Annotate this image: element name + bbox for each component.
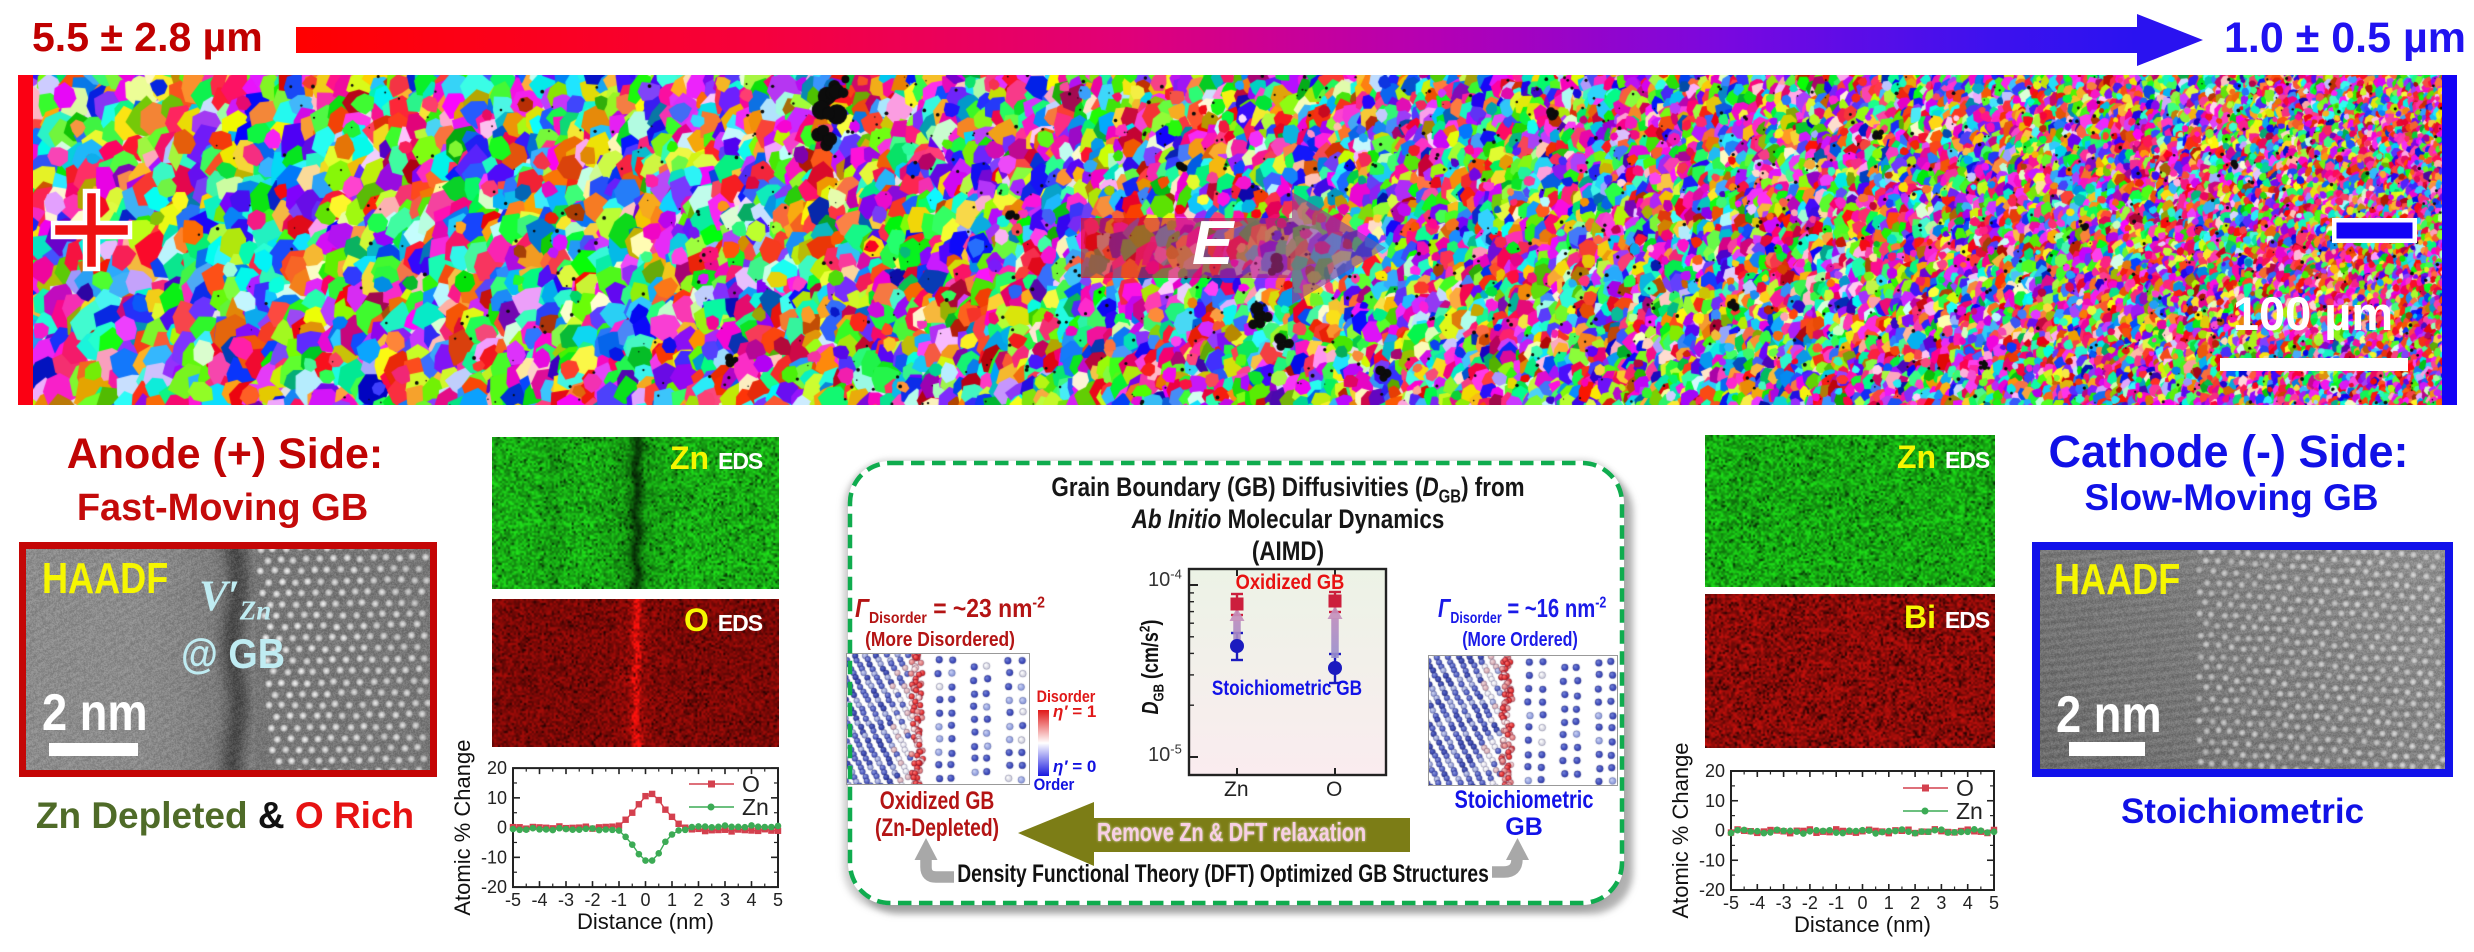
svg-text:-1: -1 xyxy=(611,890,627,910)
svg-text:2: 2 xyxy=(1910,893,1920,913)
svg-text:2: 2 xyxy=(693,890,703,910)
svg-text:-2: -2 xyxy=(1802,893,1818,913)
svg-text:Zn: Zn xyxy=(1956,798,1983,824)
svg-text:-3: -3 xyxy=(558,890,574,910)
svg-text:-2: -2 xyxy=(584,890,600,910)
svg-text:10: 10 xyxy=(487,788,507,808)
svg-text:0: 0 xyxy=(1715,821,1725,841)
svg-text:4: 4 xyxy=(746,890,756,910)
svg-text:-5: -5 xyxy=(1723,893,1739,913)
svg-text:Distance (nm): Distance (nm) xyxy=(577,909,714,934)
svg-text:-10: -10 xyxy=(481,847,507,867)
svg-text:5: 5 xyxy=(1989,893,1999,913)
svg-text:-4: -4 xyxy=(1749,893,1765,913)
svg-text:20: 20 xyxy=(487,758,507,778)
svg-text:O: O xyxy=(1956,775,1974,801)
svg-text:Atomic % Change: Atomic % Change xyxy=(1668,742,1693,918)
svg-text:-5: -5 xyxy=(505,890,521,910)
svg-text:1: 1 xyxy=(1884,893,1894,913)
svg-text:Atomic % Change: Atomic % Change xyxy=(450,740,475,916)
svg-text:4: 4 xyxy=(1963,893,1973,913)
svg-text:3: 3 xyxy=(1936,893,1946,913)
svg-text:-3: -3 xyxy=(1776,893,1792,913)
svg-text:-10: -10 xyxy=(1699,850,1725,870)
svg-text:Distance (nm): Distance (nm) xyxy=(1794,912,1931,937)
svg-text:-20: -20 xyxy=(481,877,507,897)
svg-text:10: 10 xyxy=(1705,791,1725,811)
svg-text:0: 0 xyxy=(497,818,507,838)
svg-text:20: 20 xyxy=(1705,761,1725,781)
svg-text:0: 0 xyxy=(640,890,650,910)
svg-text:5: 5 xyxy=(773,890,783,910)
svg-text:1: 1 xyxy=(667,890,677,910)
svg-text:-4: -4 xyxy=(531,890,547,910)
svg-text:O: O xyxy=(742,771,760,797)
svg-text:3: 3 xyxy=(720,890,730,910)
svg-text:Zn: Zn xyxy=(742,794,769,820)
svg-text:0: 0 xyxy=(1857,893,1867,913)
svg-text:-20: -20 xyxy=(1699,880,1725,900)
svg-text:-1: -1 xyxy=(1828,893,1844,913)
